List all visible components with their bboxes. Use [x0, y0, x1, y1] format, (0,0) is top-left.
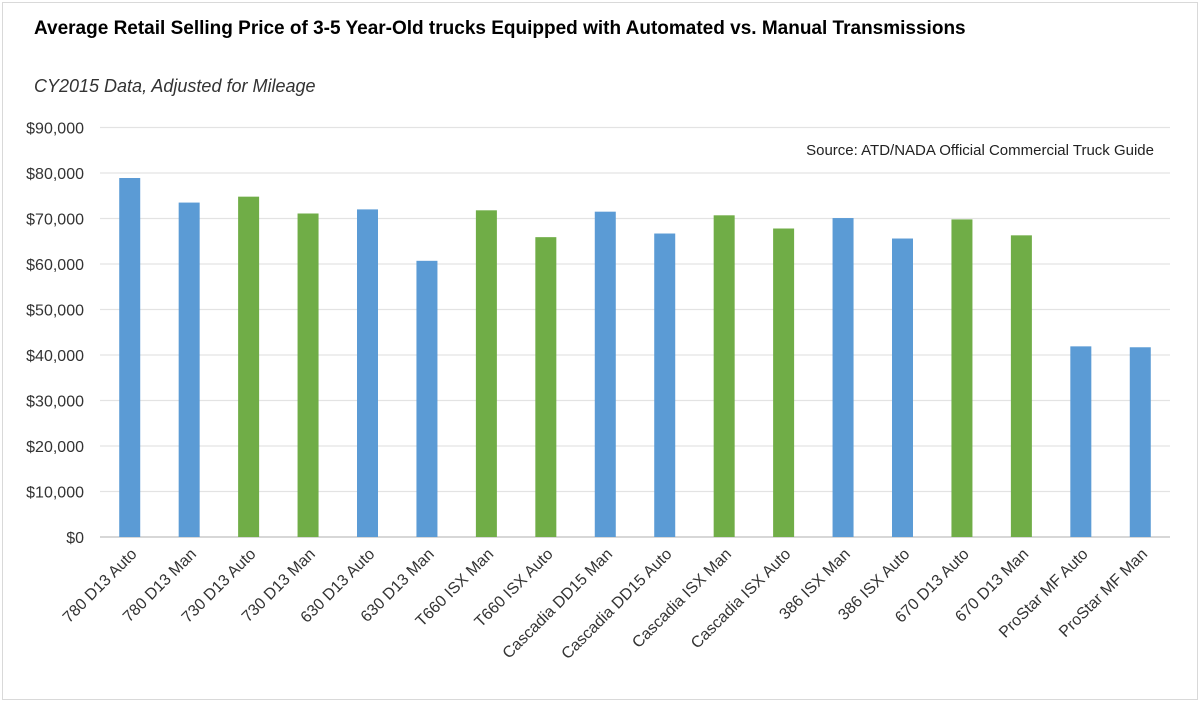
x-tick-label: Cascadia DD15 Man [500, 546, 616, 662]
x-tick-label: Cascadia ISX Auto [688, 546, 794, 652]
bar-cascadia-isx-auto [773, 228, 795, 537]
bar-cascadia-isx-man [713, 215, 735, 537]
bar-t660-isx-man [475, 210, 497, 537]
bar-670-d13-man [1010, 235, 1032, 537]
bar-630-d13-auto [357, 209, 378, 537]
bar-730-d13-man [297, 213, 319, 537]
y-tick-label: $80,000 [26, 166, 84, 183]
y-tick-label: $90,000 [26, 121, 84, 138]
bar-cascadia-dd15-man [594, 211, 616, 538]
bar-780-d13-auto [119, 178, 141, 537]
bar-670-d13-auto [951, 219, 973, 537]
bar-730-d13-auto [238, 196, 260, 537]
y-tick-label: $40,000 [26, 348, 84, 365]
y-tick-label: $60,000 [26, 257, 84, 274]
chart-title: Average Retail Selling Price of 3-5 Year… [34, 18, 966, 39]
y-tick-label: $30,000 [26, 394, 84, 411]
source-annotation: Source: ATD/NADA Official Commercial Tru… [806, 142, 1154, 159]
bar-prostar-mf-auto [1070, 346, 1092, 537]
bar-cascadia-dd15-auto [654, 233, 676, 537]
y-tick-label: $70,000 [26, 212, 84, 229]
y-tick-label: $50,000 [26, 303, 84, 320]
y-tick-label: $0 [66, 530, 84, 547]
y-tick-label: $20,000 [26, 439, 84, 456]
bar-t660-isx-auto [535, 237, 557, 537]
bar-prostar-mf-man [1129, 347, 1151, 537]
y-tick-label: $10,000 [26, 485, 84, 502]
bar-780-d13-man [178, 202, 200, 537]
bar-630-d13-man [416, 260, 438, 537]
bar-386-isx-man [832, 218, 854, 538]
chart-subtitle: CY2015 Data, Adjusted for Mileage [34, 76, 316, 96]
bar-386-isx-auto [892, 238, 913, 537]
x-tick-label: Cascadia ISX Man [629, 546, 735, 652]
x-tick-label: Cascadia DD15 Auto [559, 546, 676, 663]
